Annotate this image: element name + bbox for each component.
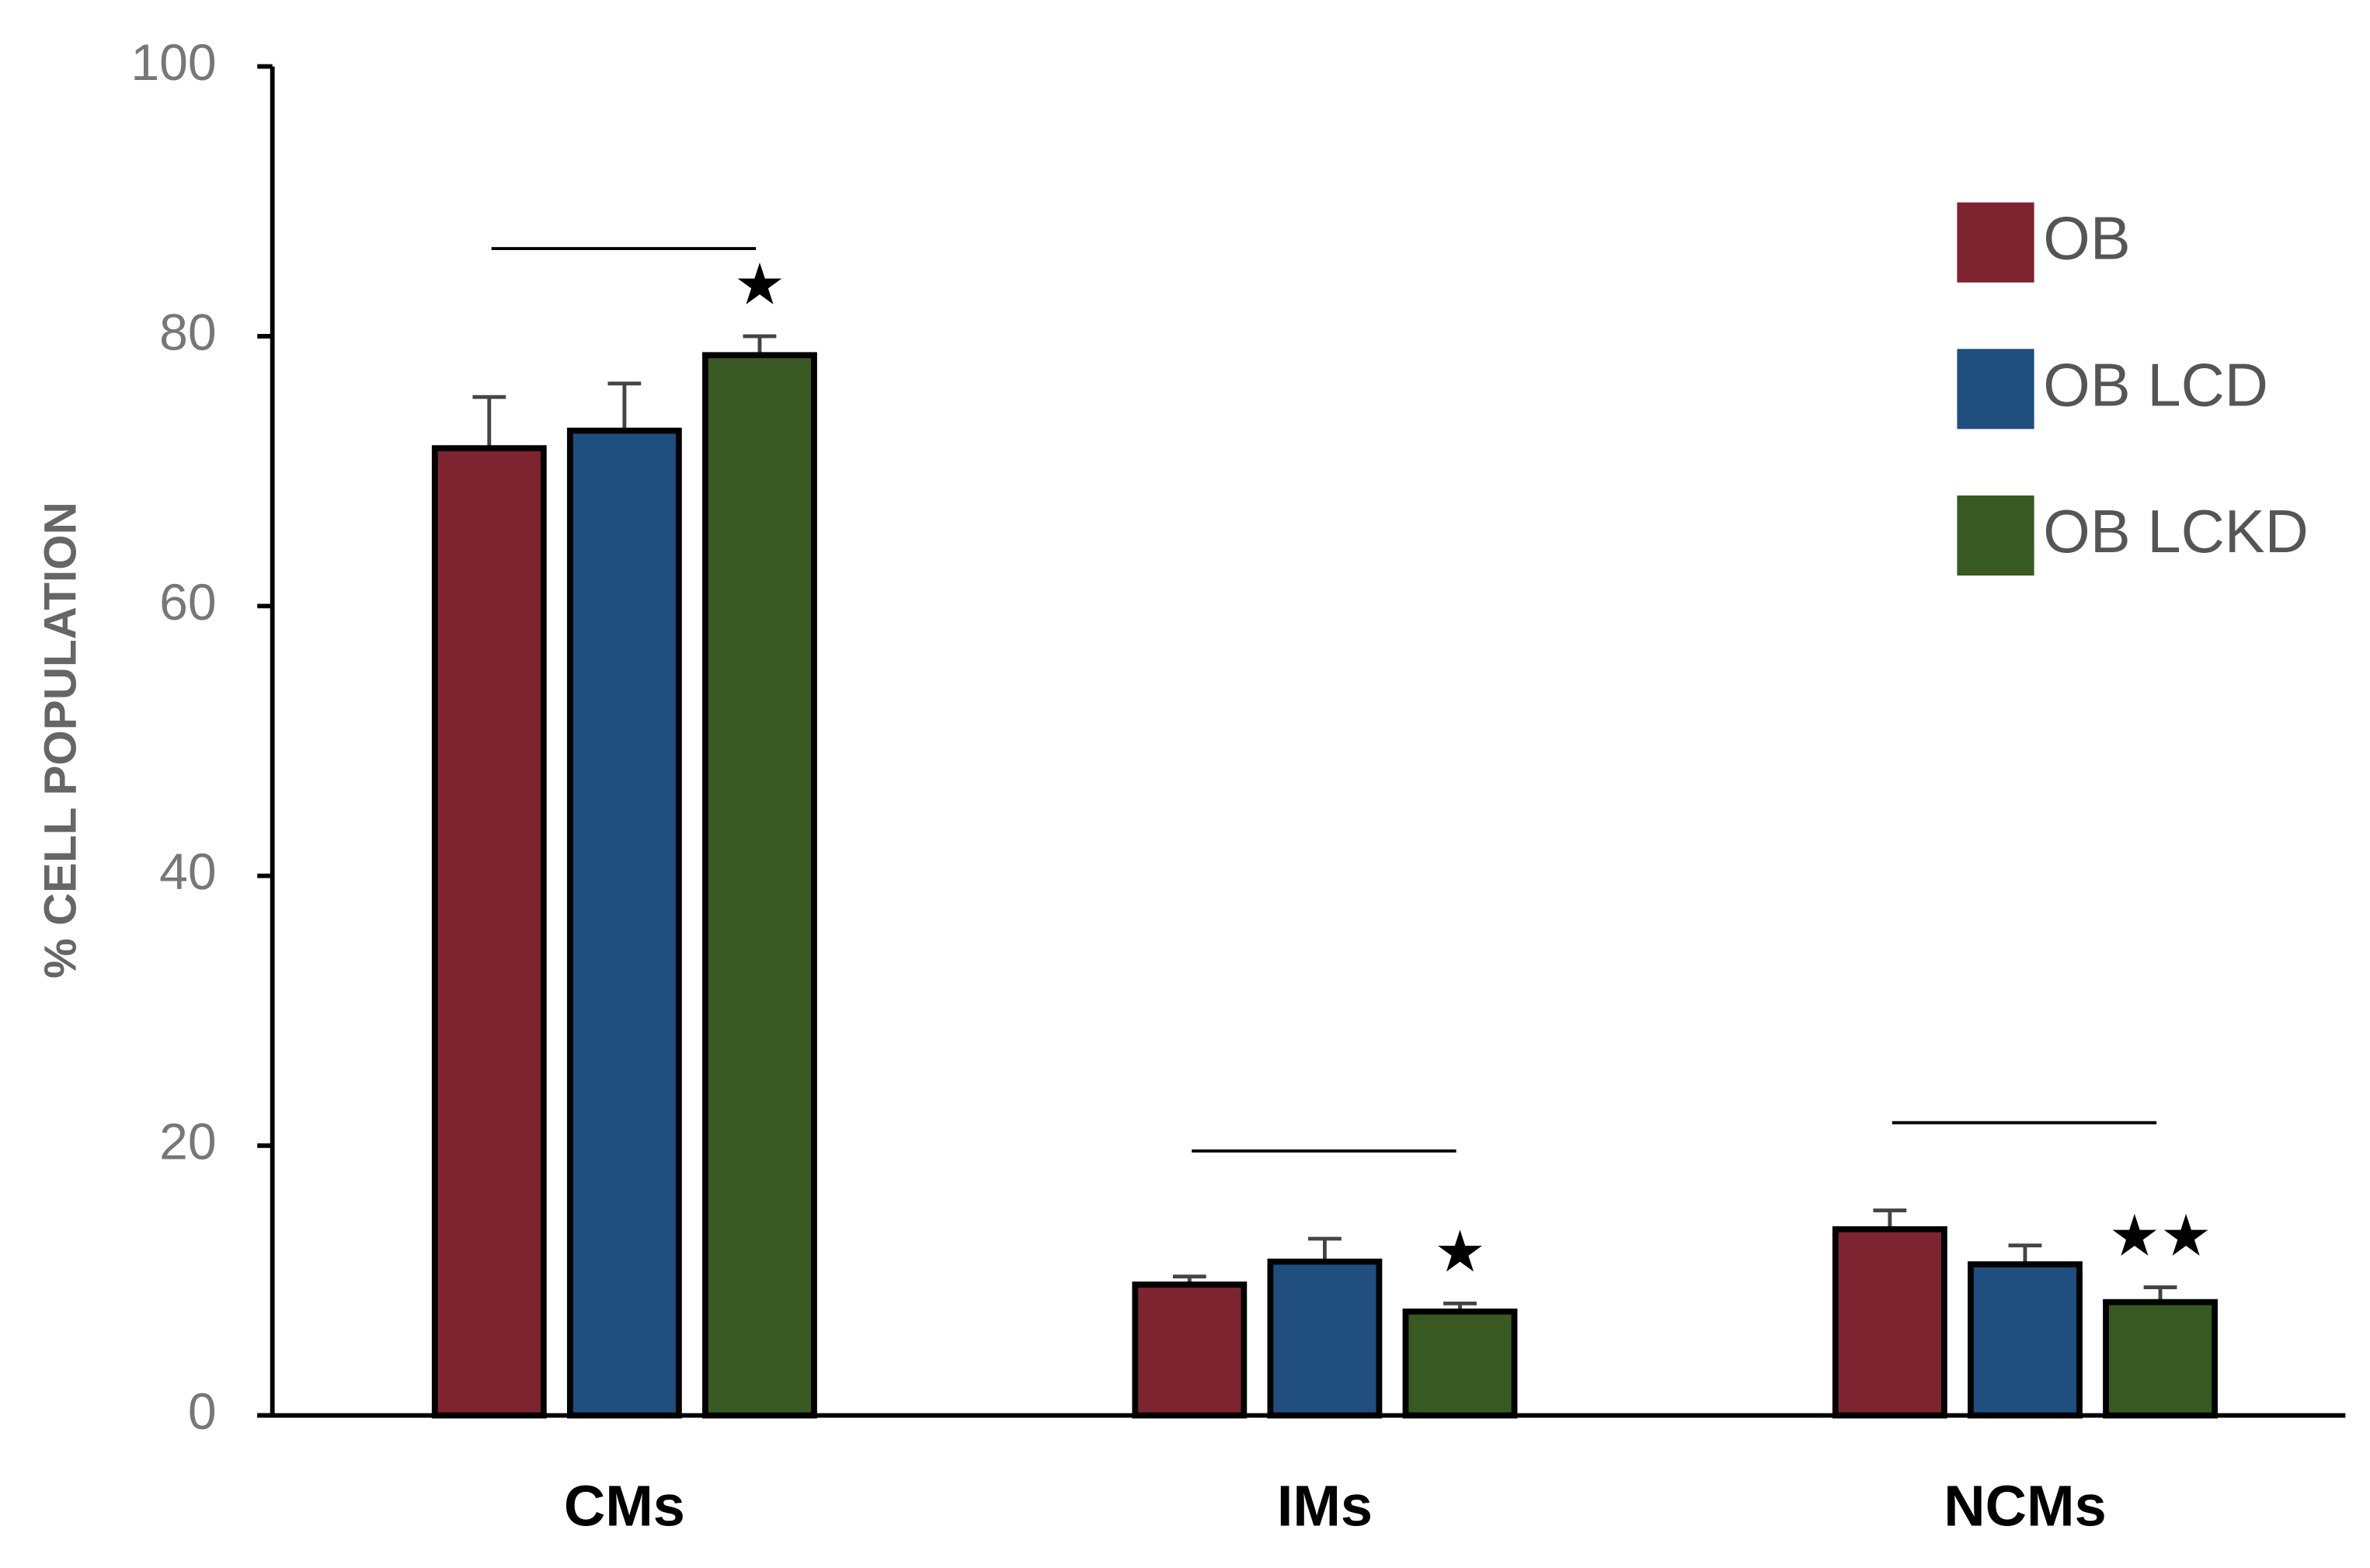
legend-swatch <box>1957 349 2034 429</box>
y-tick-label: 80 <box>159 304 217 361</box>
legend-label: OB <box>2043 206 2130 273</box>
y-tick-label: 40 <box>159 843 217 901</box>
error-bar <box>2008 1243 2042 1265</box>
y-tick-label: 20 <box>159 1114 217 1171</box>
bar <box>702 352 817 1419</box>
error-bar <box>472 395 506 449</box>
bar <box>1402 1308 1518 1419</box>
significance-marker: ★★ <box>2109 1203 2212 1267</box>
legend-label: OB LCKD <box>2043 499 2309 565</box>
y-tick-label: 0 <box>188 1383 217 1441</box>
y-axis-label: % CELL POPULATION <box>36 502 86 979</box>
bar <box>1832 1226 1947 1419</box>
error-bar <box>1873 1208 1907 1229</box>
y-tick-label: 100 <box>131 34 216 92</box>
significance-marker: ★ <box>734 252 785 317</box>
bar <box>431 445 547 1419</box>
x-tick-label: NCMs <box>1944 1474 2106 1538</box>
legend-swatch <box>1957 202 2034 283</box>
legend-label: OB LCD <box>2043 352 2268 419</box>
error-bar <box>1308 1236 1342 1262</box>
legend-swatch <box>1957 495 2034 576</box>
significance-marker: ★ <box>1434 1219 1485 1284</box>
x-tick-label: IMs <box>1277 1474 1373 1538</box>
error-bar <box>743 334 777 356</box>
bar <box>1968 1261 2083 1419</box>
bar <box>1267 1258 1383 1419</box>
bar <box>1132 1281 1248 1419</box>
error-bar <box>607 381 642 431</box>
y-tick-label: 60 <box>159 574 217 631</box>
bar <box>2103 1299 2218 1419</box>
x-tick-label: CMs <box>564 1474 685 1538</box>
bar <box>566 427 682 1419</box>
